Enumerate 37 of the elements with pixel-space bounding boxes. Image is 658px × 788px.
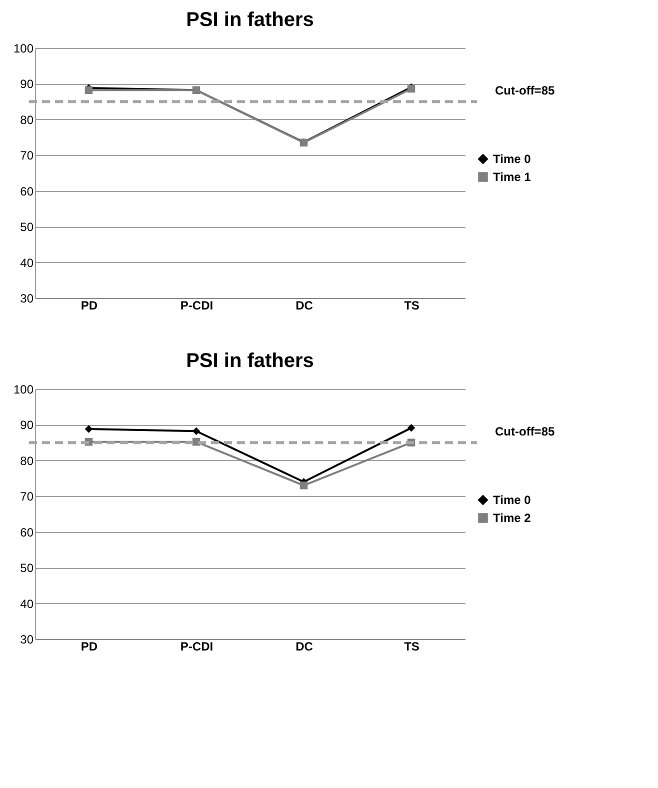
ref-line-label: Cut-off=85 <box>495 424 555 439</box>
y-tick-label: 100 <box>13 42 34 56</box>
y-tick-label: 30 <box>20 292 34 306</box>
point <box>84 86 93 94</box>
y-tick-label: 60 <box>20 525 34 540</box>
legend-label: Time 2 <box>493 511 532 525</box>
y-tick-label: 90 <box>20 77 34 92</box>
x-tick-label: DC <box>296 298 314 312</box>
ref-line-label: Cut-off=85 <box>495 84 555 98</box>
x-tick-label: PD <box>80 640 98 654</box>
y-tick-label: 80 <box>20 454 34 468</box>
x-tick-label: TS <box>404 298 420 312</box>
y-tick-label: 70 <box>20 490 34 504</box>
y-tick-label: 40 <box>20 256 34 270</box>
chart-title: PSI in fathers <box>186 350 314 372</box>
legend-label: Time 0 <box>493 493 532 507</box>
x-tick-label: PD <box>80 298 98 312</box>
x-tick-label: P-CDI <box>180 298 214 312</box>
y-tick-label: 50 <box>20 220 34 234</box>
point <box>192 427 200 436</box>
y-tick-label: 40 <box>20 596 34 611</box>
legend-label: Time 0 <box>493 152 532 166</box>
y-tick-label: 90 <box>20 418 34 432</box>
point <box>84 425 93 433</box>
chart-title: PSI in fathers <box>186 9 314 31</box>
x-tick-label: P-CDI <box>180 640 214 654</box>
y-tick-label: 100 <box>13 382 34 396</box>
y-tick-label: 70 <box>20 148 34 163</box>
x-tick-label: TS <box>404 640 420 654</box>
y-tick-label: 80 <box>20 112 34 127</box>
x-tick-label: DC <box>296 640 314 654</box>
point <box>300 482 308 490</box>
point <box>407 424 416 432</box>
y-tick-label: 50 <box>20 561 34 576</box>
y-tick-label: 30 <box>20 632 34 646</box>
legend-label: Time 1 <box>493 170 532 184</box>
y-tick-label: 60 <box>20 184 34 198</box>
